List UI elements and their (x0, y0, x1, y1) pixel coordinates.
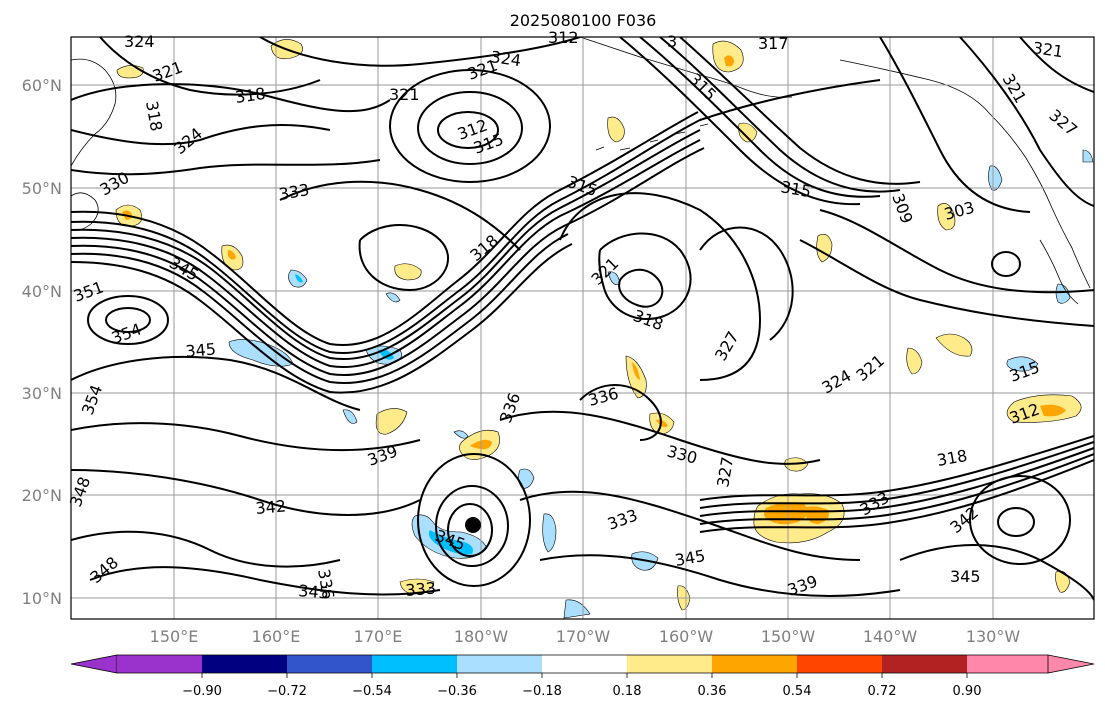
colorbar-bin (967, 655, 1048, 673)
contour-label: 321 (1031, 38, 1064, 61)
colorbar-tick-label: −0.90 (182, 684, 222, 699)
contour-label: 345 (185, 339, 217, 361)
colorbar-tick-label: 0.36 (698, 684, 727, 699)
colorbar-bin (287, 655, 372, 673)
colorbar-bin (797, 655, 882, 673)
colorbar-bin (372, 655, 457, 673)
lon-label: 140°W (863, 627, 918, 646)
colorbar-bin (627, 655, 712, 673)
lon-label: 130°W (966, 627, 1021, 646)
map-frame (70, 36, 1095, 620)
colorbar-tick-label: 0.54 (783, 684, 812, 699)
lon-label: 180°W (454, 627, 509, 646)
cyclone-center-marker (465, 517, 481, 533)
lon-label: 150°E (150, 627, 199, 646)
coastlines (71, 37, 1091, 305)
contour-label: 321 (389, 85, 420, 104)
lat-label: 20°N (22, 486, 62, 505)
colorbar-extend-min (70, 654, 118, 674)
contour-label: 324 (489, 47, 522, 70)
contour-label: 317 (758, 34, 789, 53)
lon-label: 170°W (556, 627, 611, 646)
graticule (71, 37, 1094, 619)
latitude-labels: 60°N 50°N 40°N 30°N 20°N 10°N (22, 76, 62, 608)
colorbar-tick-label: −0.36 (437, 684, 477, 699)
contour-label: 318 (234, 84, 267, 107)
map-panel: 324 321 318 312 324 321 3 317 321 318 32… (66, 28, 1095, 620)
colorbar-tick-label: −0.72 (267, 684, 307, 699)
colorbar-tick-label: 0.90 (953, 684, 982, 699)
colorbar-tick-label: 0.18 (613, 684, 642, 699)
figure-title: 2025080100 F036 (510, 11, 657, 30)
longitude-labels: 150°E 160°E 170°E 180°W 170°W 160°W 150°… (150, 627, 1021, 646)
lat-label: 40°N (22, 282, 62, 301)
lon-label: 160°W (659, 627, 714, 646)
colorbar-outline (117, 654, 1048, 674)
contour-label: 324 (124, 32, 155, 51)
lon-label: 170°E (354, 627, 403, 646)
colorbar-tick-label: 0.72 (868, 684, 897, 699)
colorbar-extend-max (1047, 654, 1095, 674)
colorbar-bin (117, 655, 202, 673)
contours (71, 37, 1094, 601)
lon-label: 150°W (761, 627, 816, 646)
colorbar-bin (457, 655, 542, 673)
lat-label: 10°N (22, 589, 62, 608)
colorbar-bin (882, 655, 967, 673)
contour-label: 345 (950, 567, 981, 586)
contour-label: 333 (405, 578, 437, 600)
colorbar-bin (542, 655, 627, 673)
colorbar-bin (202, 655, 287, 673)
colorbar-ticks (201, 673, 968, 678)
colorbar-tick-label: −0.18 (522, 684, 562, 699)
lat-label: 30°N (22, 384, 62, 403)
colorbar: −0.90 −0.72 −0.54 −0.36 −0.18 0.18 0.36 … (70, 654, 1095, 699)
shaded-field (115, 39, 1094, 619)
lat-label: 60°N (22, 76, 62, 95)
colorbar-bin (712, 655, 797, 673)
contour-label: 342 (255, 496, 287, 518)
contour-label: 3 (667, 32, 677, 51)
lon-label: 160°E (252, 627, 301, 646)
lat-label: 50°N (22, 179, 62, 198)
contour-label: 345 (298, 581, 330, 603)
colorbar-tick-label: −0.54 (352, 684, 392, 699)
